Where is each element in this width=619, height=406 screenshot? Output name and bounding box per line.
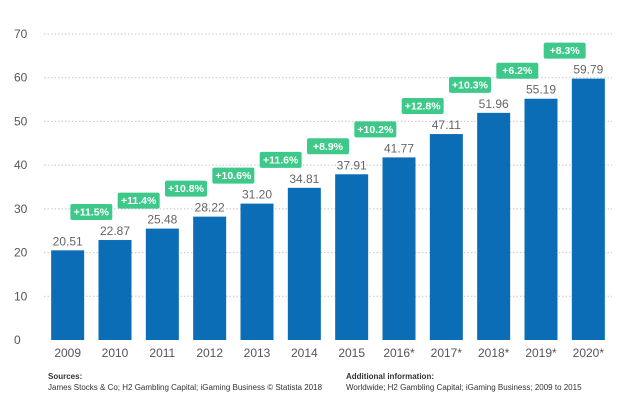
y-tick-label: 30 [14, 202, 28, 216]
x-axis-labels: 2009 2010 2011 2012 2013 2014 2015 2016* 2017* 20… [54, 346, 604, 360]
growth-badge-bg [70, 204, 113, 221]
data-label: 55.19 [526, 83, 556, 97]
growth-badge: +11.5% [70, 204, 113, 221]
growth-badge-bg [354, 121, 397, 138]
growth-label: +11.6% [263, 154, 299, 166]
growth-badge-bg [117, 192, 160, 209]
growth-badge: +11.6% [259, 151, 302, 168]
x-tick-label: 2010 [102, 346, 129, 360]
bar [51, 250, 85, 340]
x-tick-label: 2015 [338, 346, 365, 360]
growth-label: +8.3% [550, 45, 581, 57]
growth-label: +11.4% [121, 195, 157, 207]
growth-badge: +6.2% [496, 62, 539, 79]
growth-badge-bg [401, 98, 444, 115]
growth-badge: +11.4% [117, 192, 160, 209]
y-tick-label: 40 [14, 158, 28, 172]
x-tick-label: 2019* [525, 346, 557, 360]
x-tick-label: 2012 [196, 346, 223, 360]
bar [429, 134, 463, 340]
y-tick-label: 50 [14, 114, 28, 128]
growth-label: +8.9% [313, 141, 344, 153]
y-axis-ticks: 0 10 20 30 40 50 60 70 [14, 27, 28, 347]
growth-badge-bg [496, 62, 539, 79]
bar [477, 112, 511, 341]
bar [98, 240, 132, 340]
data-label: 25.48 [147, 213, 177, 227]
growth-label: +10.2% [357, 124, 394, 136]
sources-note: Sources: James Stocks & Co; H2 Gambling … [48, 371, 322, 393]
y-tick-label: 10 [14, 289, 28, 303]
growth-label: +11.5% [74, 207, 110, 219]
data-label: 34.81 [289, 172, 319, 186]
gridlines [44, 33, 612, 297]
data-label: 37.91 [337, 158, 367, 172]
growth-label: +12.8% [405, 101, 442, 113]
x-tick-label: 2016* [383, 346, 415, 360]
x-tick-label: 2011 [149, 346, 175, 360]
bar [524, 98, 558, 340]
growth-label: +10.6% [215, 170, 252, 182]
data-label: 47.11 [432, 118, 461, 132]
growth-badge-bg [307, 138, 349, 155]
bar [193, 216, 227, 340]
growth-badge: +10.3% [449, 76, 491, 93]
growth-badge: +12.8% [401, 98, 444, 115]
x-tick-label: 2020* [573, 346, 605, 360]
value-labels: 20.51 22.87 25.48 28.22 31.20 34.81 37.91 41.77… [53, 63, 604, 249]
sources-text: James Stocks & Co; H2 Gambling Capital; … [48, 383, 323, 392]
data-label: 20.51 [53, 234, 83, 248]
data-label: 41.77 [384, 141, 414, 155]
growth-label: +10.3% [452, 79, 489, 91]
x-tick-label: 2018* [478, 346, 510, 360]
data-label: 22.87 [100, 224, 130, 238]
bar [382, 157, 416, 340]
growth-badge-bg [449, 76, 491, 93]
data-label: 59.79 [573, 63, 603, 77]
y-tick-label: 70 [14, 27, 28, 41]
growth-badges: +11.5% +11.4% +10.8% +10.6% +11.6% +8.9% +10.2… [70, 42, 586, 221]
growth-badge: +10.2% [354, 121, 397, 138]
x-tick-label: 2017* [431, 346, 463, 360]
data-label: 28.22 [195, 201, 225, 215]
growth-label: +10.8% [168, 183, 205, 195]
growth-label: +6.2% [502, 65, 533, 77]
x-tick-label: 2014 [291, 346, 318, 360]
growth-badge: +8.3% [543, 42, 586, 59]
bar [287, 187, 321, 340]
y-tick-label: 0 [14, 333, 21, 347]
growth-badge-bg [259, 151, 302, 168]
growth-badge: +10.8% [165, 180, 207, 197]
growth-badge: +8.9% [307, 138, 349, 155]
x-tick-label: 2013 [244, 346, 271, 360]
growth-badge: +10.6% [212, 167, 255, 184]
growth-badge-bg [212, 167, 255, 184]
growth-badge-bg [165, 180, 207, 197]
additional-info-text: Worldwide; H2 Gambling Capital; iGaming … [346, 383, 582, 392]
growth-badge-bg [543, 42, 586, 59]
bar [145, 228, 179, 340]
bar [335, 174, 369, 340]
sources-heading: Sources: [48, 372, 83, 381]
bar [571, 78, 605, 340]
y-tick-label: 20 [14, 246, 28, 260]
bars [51, 78, 605, 341]
additional-info-heading: Additional information: [346, 372, 434, 381]
data-label: 51.96 [479, 97, 509, 111]
data-label: 31.20 [242, 188, 272, 202]
bar [240, 203, 274, 340]
additional-info-note: Additional information: Worldwide; H2 Ga… [346, 371, 582, 393]
y-tick-label: 60 [14, 71, 28, 85]
x-tick-label: 2009 [54, 346, 81, 360]
